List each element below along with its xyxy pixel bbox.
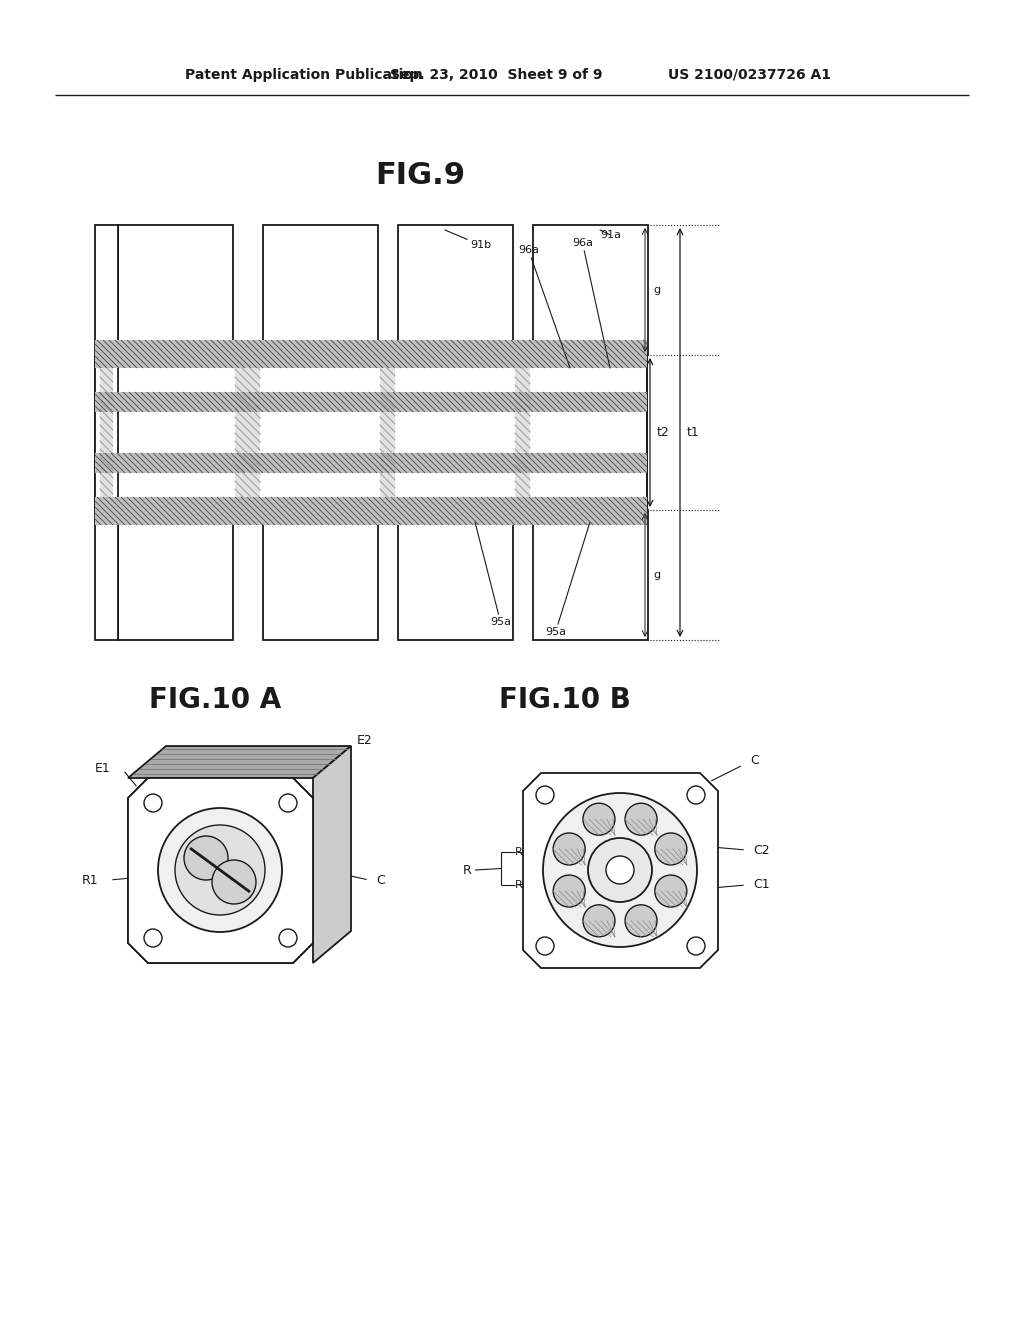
Circle shape <box>175 825 265 915</box>
Text: FIG.9: FIG.9 <box>375 161 465 190</box>
Text: t2: t2 <box>656 426 670 440</box>
Circle shape <box>625 803 657 836</box>
Text: 96a: 96a <box>518 246 570 368</box>
Bar <box>534 224 648 355</box>
Bar <box>234 368 260 498</box>
Text: 91a: 91a <box>600 230 621 240</box>
Text: Patent Application Publication: Patent Application Publication <box>185 69 423 82</box>
Text: US 2100/0237726 A1: US 2100/0237726 A1 <box>668 69 831 82</box>
Polygon shape <box>313 746 351 964</box>
Bar <box>263 510 378 640</box>
Text: E1: E1 <box>94 762 110 775</box>
Polygon shape <box>523 774 718 968</box>
Bar <box>95 392 647 412</box>
Bar <box>95 224 118 640</box>
Bar <box>263 224 378 355</box>
Circle shape <box>654 875 687 907</box>
Circle shape <box>654 833 687 865</box>
Text: 95a: 95a <box>475 521 511 627</box>
Polygon shape <box>128 777 313 964</box>
Text: R2: R2 <box>515 880 529 890</box>
Bar <box>118 224 233 355</box>
Bar <box>95 341 647 368</box>
Circle shape <box>212 861 256 904</box>
Text: t1: t1 <box>687 426 699 440</box>
Circle shape <box>687 937 705 954</box>
Text: 96a: 96a <box>572 238 610 368</box>
Circle shape <box>625 904 657 937</box>
Polygon shape <box>128 746 351 777</box>
Bar <box>515 368 530 498</box>
Text: C: C <box>750 755 759 767</box>
Text: R1: R1 <box>515 847 529 857</box>
Circle shape <box>553 833 585 865</box>
Circle shape <box>184 836 228 880</box>
Circle shape <box>687 785 705 804</box>
Circle shape <box>583 803 615 836</box>
Text: FIG.10 B: FIG.10 B <box>499 686 631 714</box>
Text: FIG.10 A: FIG.10 A <box>148 686 282 714</box>
Bar <box>95 355 647 510</box>
Circle shape <box>144 929 162 946</box>
Bar <box>398 510 513 640</box>
Text: R1: R1 <box>81 874 98 887</box>
Bar <box>95 453 647 473</box>
Bar <box>95 498 647 525</box>
Circle shape <box>536 937 554 954</box>
Circle shape <box>588 838 652 902</box>
Circle shape <box>606 855 634 884</box>
Circle shape <box>279 929 297 946</box>
Circle shape <box>158 808 282 932</box>
Circle shape <box>543 793 697 946</box>
Bar <box>95 392 647 412</box>
Circle shape <box>279 795 297 812</box>
Bar <box>95 498 647 525</box>
Bar <box>118 510 233 640</box>
Polygon shape <box>128 777 313 964</box>
Text: g: g <box>653 285 660 294</box>
Bar <box>398 224 513 355</box>
Text: C2: C2 <box>753 843 770 857</box>
Bar <box>95 453 647 473</box>
Bar <box>95 341 647 368</box>
Text: R: R <box>462 863 471 876</box>
Bar <box>100 368 113 498</box>
Circle shape <box>583 904 615 937</box>
Bar <box>380 368 395 498</box>
Circle shape <box>144 795 162 812</box>
Text: E2: E2 <box>357 734 373 747</box>
Circle shape <box>553 875 585 907</box>
Text: 95a: 95a <box>545 521 590 638</box>
Text: 91b: 91b <box>445 230 492 249</box>
Text: C: C <box>376 874 385 887</box>
Text: g: g <box>653 570 660 579</box>
Circle shape <box>536 785 554 804</box>
Bar <box>534 510 648 640</box>
Text: Sep. 23, 2010  Sheet 9 of 9: Sep. 23, 2010 Sheet 9 of 9 <box>390 69 602 82</box>
Text: C1: C1 <box>753 879 770 891</box>
